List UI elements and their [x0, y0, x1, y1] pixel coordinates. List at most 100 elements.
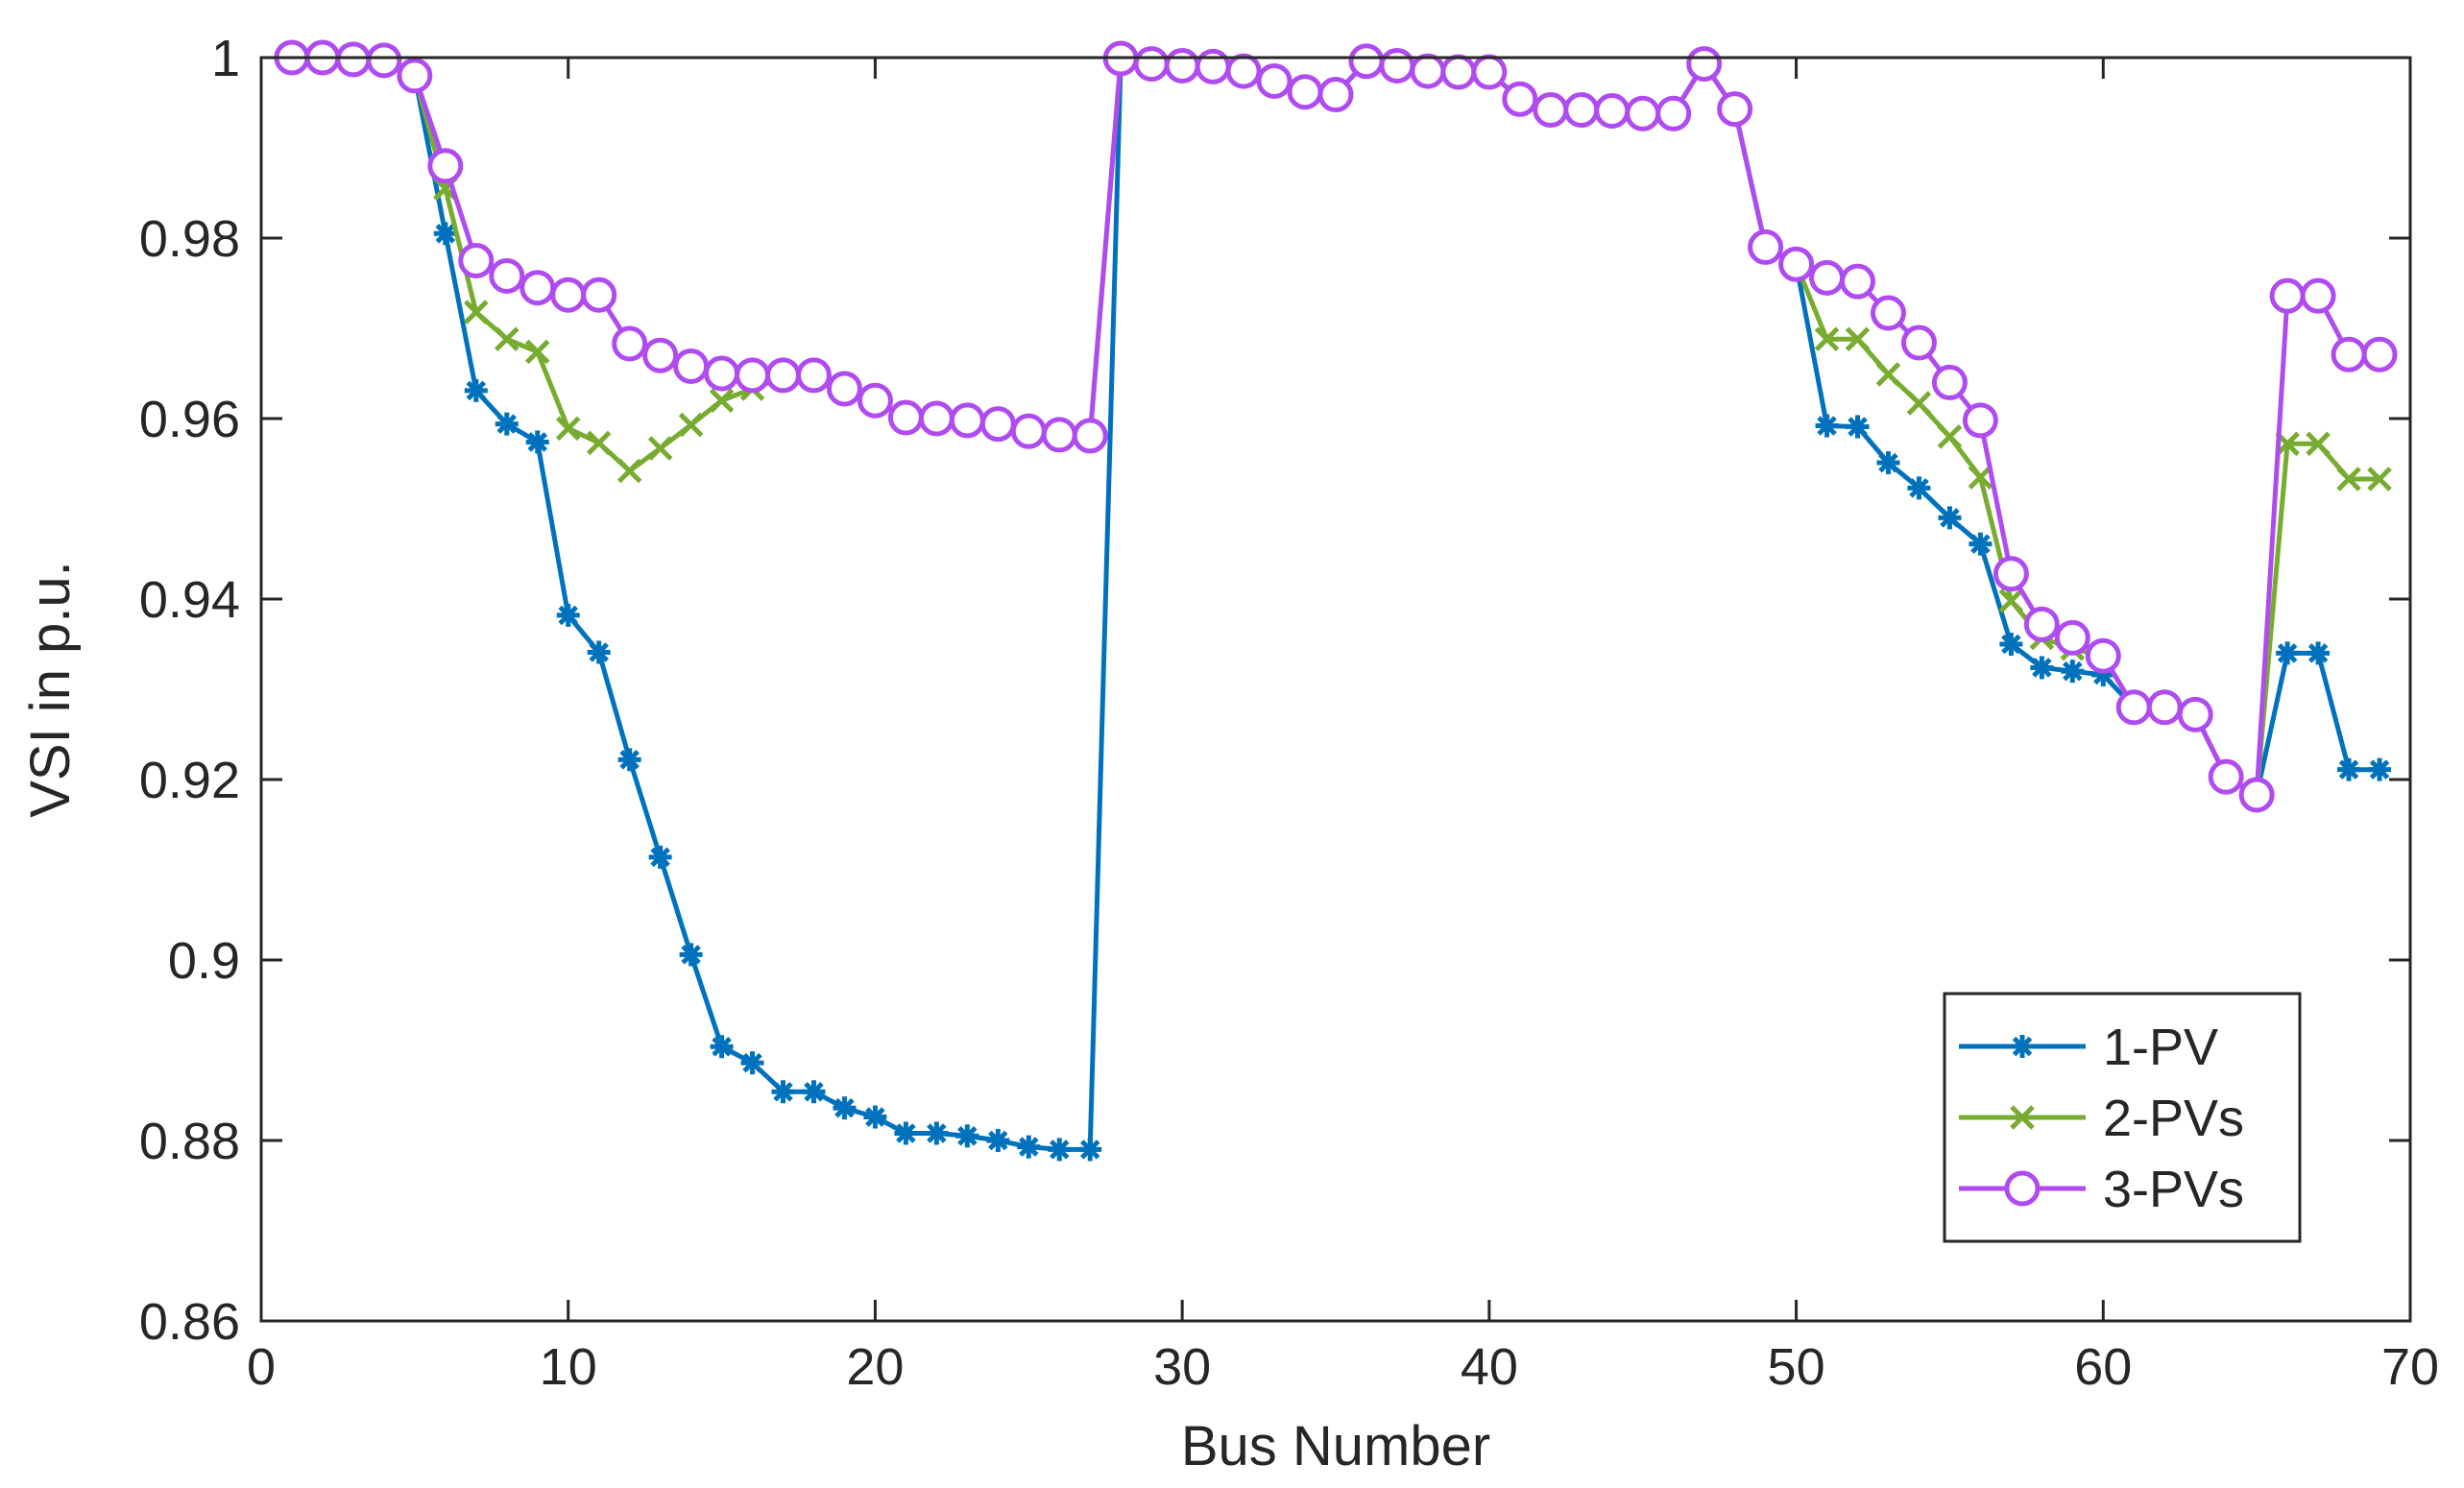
data-point	[555, 416, 581, 442]
data-point	[1846, 415, 1870, 439]
data-point	[397, 58, 433, 94]
data-point	[2208, 758, 2244, 795]
legend-entries: 1-PV 2-PVs 3-PVs	[1959, 1019, 2244, 1218]
data-point	[894, 1121, 918, 1145]
legend: 1-PV 2-PVs 3-PVs	[1943, 992, 2302, 1243]
data-point	[1778, 246, 1815, 282]
data-point	[2331, 336, 2367, 372]
data-point	[1809, 259, 1846, 296]
plot-frame	[259, 56, 2412, 1323]
legend-label: 3-PVs	[2103, 1161, 2244, 1218]
data-point	[826, 371, 862, 407]
data-point	[1962, 402, 1998, 439]
data-point	[2276, 641, 2300, 665]
data-point	[1471, 54, 1508, 90]
data-point	[2061, 660, 2085, 684]
data-point	[616, 458, 642, 484]
data-point	[2367, 467, 2392, 492]
data-point	[1048, 1138, 1072, 1162]
legend-marker	[2010, 1105, 2035, 1130]
y-tick-label: 0.98	[139, 210, 240, 268]
data-point	[1594, 92, 1631, 129]
data-point	[464, 378, 488, 402]
data-point	[2337, 757, 2361, 781]
data-point	[1379, 47, 1415, 84]
data-point	[740, 1051, 764, 1075]
data-point	[519, 270, 556, 306]
data-point	[887, 399, 924, 436]
data-point	[833, 1096, 857, 1120]
data-point	[427, 148, 464, 184]
data-point	[863, 1105, 887, 1129]
data-point	[1563, 92, 1600, 129]
data-point	[1937, 424, 1963, 449]
data-point	[2300, 277, 2336, 314]
x-axis-label: Bus Number	[1181, 1415, 1490, 1477]
legend-entry: 2-PVs	[1959, 1090, 2244, 1147]
data-point	[335, 41, 372, 78]
data-point	[2146, 689, 2183, 726]
data-point	[495, 326, 519, 352]
data-point	[2368, 757, 2392, 781]
data-point	[2307, 641, 2331, 665]
data-point	[1969, 532, 1993, 556]
data-point	[673, 348, 710, 384]
legend-label: 2-PVs	[2103, 1090, 2244, 1147]
data-point	[1502, 81, 1538, 117]
data-point	[495, 412, 519, 436]
legend-marker	[2011, 1035, 2034, 1058]
data-point	[2085, 637, 2121, 674]
data-point	[1907, 476, 1931, 500]
data-point	[1017, 1135, 1041, 1159]
y-tick-label: 0.86	[139, 1293, 240, 1351]
data-point	[678, 412, 704, 438]
data-point	[986, 1129, 1010, 1152]
data-point	[2054, 619, 2090, 656]
data-point	[857, 382, 893, 419]
y-tick-label: 0.94	[139, 571, 240, 629]
data-point	[704, 355, 740, 392]
data-point	[918, 400, 954, 437]
y-axis: 0.86 0.88 0.9 0.92 0.94 0.96 0.98 1	[139, 30, 2410, 1351]
data-point	[1999, 633, 2023, 656]
data-point	[709, 388, 735, 413]
y-tick-label: 0.92	[139, 752, 240, 809]
data-point	[1348, 43, 1385, 80]
data-point	[1287, 74, 1323, 110]
data-point	[556, 603, 580, 627]
data-point	[1876, 451, 1900, 475]
data-point	[1900, 324, 1937, 361]
legend-entry: 1-PV	[1959, 1019, 2218, 1076]
data-point	[1686, 46, 1723, 83]
data-point	[2269, 277, 2306, 314]
data-point	[1010, 413, 1047, 449]
data-point	[1410, 53, 1446, 89]
data-point	[1625, 95, 1661, 132]
y-tick-label: 0.9	[168, 932, 240, 990]
data-point	[1225, 53, 1262, 89]
data-point	[1906, 391, 1932, 416]
data-point	[1133, 46, 1170, 83]
data-point	[524, 339, 550, 365]
x-tick-label: 0	[247, 1338, 276, 1396]
data-point	[617, 748, 641, 772]
data-point	[1072, 418, 1108, 454]
data-point	[1840, 263, 1876, 300]
x-axis: 0 10 20 30 40 50 60 70	[247, 58, 2439, 1396]
data-point	[1845, 326, 1871, 352]
data-point	[1440, 54, 1477, 90]
x-tick-label: 70	[2381, 1338, 2439, 1396]
data-point	[735, 357, 771, 394]
data-point	[366, 42, 402, 79]
data-point	[489, 257, 525, 294]
data-point	[642, 337, 679, 373]
x-tick-label: 20	[846, 1338, 904, 1396]
data-point	[1717, 91, 1753, 128]
data-point	[925, 1121, 949, 1145]
x-tick-label: 60	[2074, 1338, 2132, 1396]
data-point	[679, 943, 703, 967]
legend-entry: 3-PVs	[1959, 1161, 2244, 1218]
data-point	[458, 243, 495, 278]
data-point	[1195, 48, 1231, 84]
data-point	[1814, 326, 1840, 352]
